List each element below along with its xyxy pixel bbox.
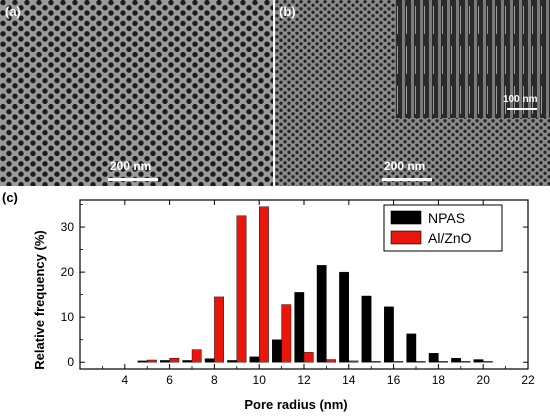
- bar-al-zno-6: [169, 357, 180, 363]
- x-tick-label-10: 10: [253, 373, 267, 387]
- bar-al-zno-15: [371, 361, 381, 363]
- bar-npas-5: [137, 360, 148, 363]
- x-tick-label-8: 8: [211, 373, 218, 387]
- bar-npas-14: [339, 271, 349, 363]
- bar-al-zno-8: [214, 296, 225, 363]
- inset-image: [395, 0, 550, 118]
- bar-al-zno-17: [415, 361, 426, 363]
- x-axis-label: Pore radius (nm): [244, 397, 347, 412]
- bar-npas-8: [204, 358, 215, 363]
- pore-radius-histogram: Relative frequency (%) Pore radius (nm) …: [32, 199, 535, 412]
- plot-area: 4 6 8 10 12 14 16 18 20 22 0 10 20 30 NPAS Al/ZnO: [61, 199, 535, 387]
- y-tick-label-20: 20: [61, 265, 75, 279]
- bar-al-zno-9: [236, 215, 247, 363]
- bar-al-zno-10: [259, 206, 269, 363]
- scale-bar-b: [382, 178, 432, 181]
- bar-npas-10: [249, 356, 260, 363]
- bar-npas-13: [316, 265, 327, 363]
- legend-swatch-npas: [390, 210, 422, 225]
- panel-label-c: (c): [2, 190, 18, 205]
- bar-npas-12: [294, 292, 305, 363]
- bar-al-zno-14: [348, 360, 359, 363]
- legend-label-al-zno: Al/ZnO: [428, 230, 472, 246]
- x-tick-label-22: 22: [521, 373, 535, 387]
- bar-npas-19: [451, 357, 461, 363]
- bar-al-zno-5: [146, 359, 157, 363]
- bar-al-zno-11: [281, 304, 292, 363]
- x-tick-label-18: 18: [432, 373, 446, 387]
- x-tick-label-14: 14: [342, 373, 356, 387]
- panel-label-b: (b): [279, 4, 296, 19]
- bar-npas-16: [383, 306, 394, 363]
- bar-npas-9: [227, 360, 237, 363]
- sem-texture-b: [275, 0, 550, 186]
- legend-swatch-al-zno: [390, 230, 422, 245]
- bar-al-zno-20: [483, 361, 493, 363]
- x-tick-label-20: 20: [477, 373, 491, 387]
- bar-npas-6: [159, 360, 170, 363]
- scale-bar-label-b: 200 nm: [384, 159, 426, 173]
- bar-al-zno-13: [326, 359, 337, 363]
- y-tick-label-30: 30: [61, 220, 75, 234]
- panel-label-a: (a): [5, 4, 21, 19]
- legend-label-npas: NPAS: [428, 210, 465, 226]
- x-tick-label-4: 4: [121, 373, 128, 387]
- y-tick-label-0: 0: [67, 355, 74, 369]
- x-tick-label-16: 16: [387, 373, 401, 387]
- bar-npas-18: [428, 353, 439, 363]
- y-tick-label-10: 10: [61, 310, 75, 324]
- sem-image-panel-a: (a) 200 nm: [0, 0, 273, 186]
- scale-bar-a: [108, 178, 158, 181]
- sem-image-panel-b: (b) 100 nm 200 nm: [275, 0, 550, 186]
- x-tick-label-6: 6: [166, 373, 173, 387]
- bar-npas-20: [473, 359, 484, 363]
- inset-scale-bar-label: 100 nm: [503, 94, 538, 105]
- bar-al-zno-12: [303, 352, 314, 363]
- bar-al-zno-19: [460, 361, 471, 363]
- bar-npas-7: [182, 360, 193, 363]
- bar-al-zno-18: [438, 361, 449, 363]
- y-axis-label: Relative frequency (%): [32, 230, 47, 369]
- bar-al-zno-16: [393, 361, 404, 363]
- bar-al-zno-7: [191, 349, 202, 363]
- x-tick-label-12: 12: [297, 373, 311, 387]
- bar-npas-17: [406, 333, 417, 363]
- bar-npas-15: [361, 295, 372, 363]
- sem-texture-a: [0, 0, 273, 186]
- bar-npas-11: [271, 339, 282, 363]
- scale-bar-label-a: 200 nm: [110, 159, 152, 173]
- inset-scale-bar: [507, 108, 537, 110]
